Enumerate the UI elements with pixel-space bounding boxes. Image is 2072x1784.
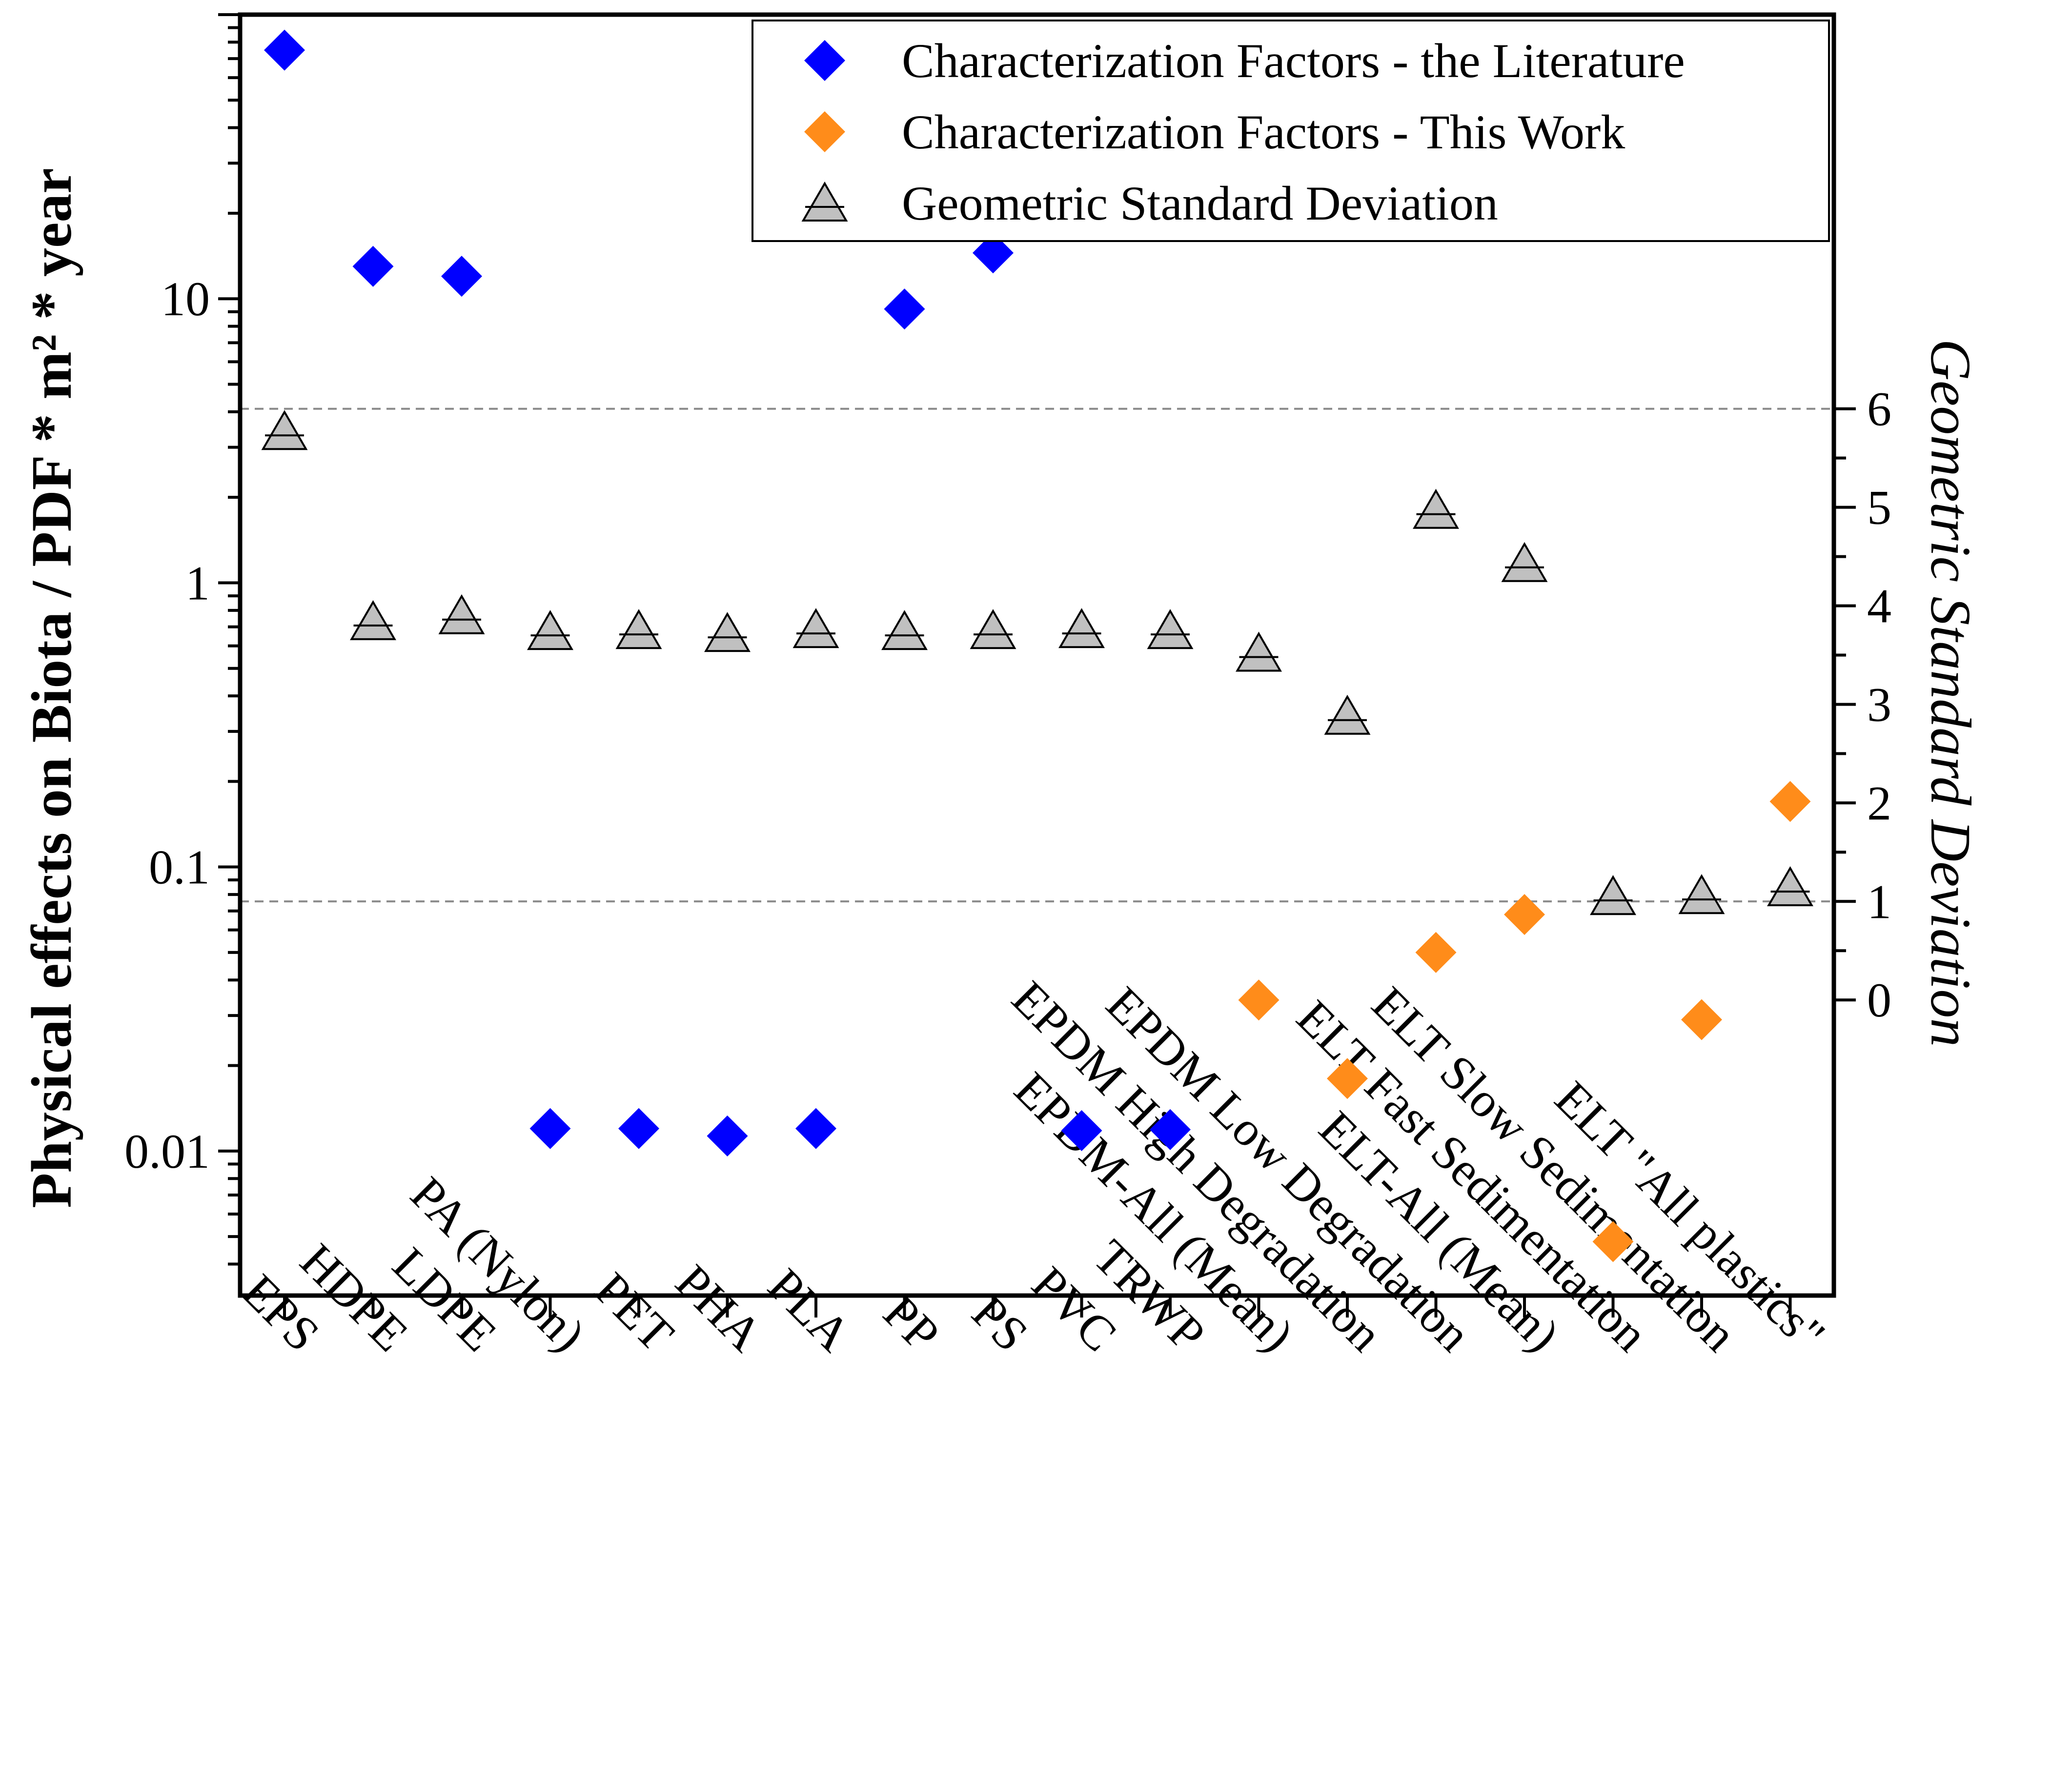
data-point-diamond xyxy=(884,288,925,330)
data-point-triangle xyxy=(704,612,751,652)
data-point-diamond xyxy=(804,111,845,152)
data-point-triangle xyxy=(615,609,662,649)
data-point-triangle xyxy=(1678,874,1725,914)
data-point-diamond xyxy=(1061,1110,1102,1152)
right-tick-label: 1 xyxy=(1867,874,1891,929)
data-point-diamond xyxy=(1592,1221,1634,1262)
data-point-diamond xyxy=(1150,1109,1191,1150)
data-point-diamond xyxy=(1238,979,1280,1021)
right-tick-label: 3 xyxy=(1867,677,1891,731)
left-tick-label: 10 xyxy=(161,272,210,326)
data-point-triangle xyxy=(801,182,848,222)
data-point-triangle xyxy=(438,594,485,634)
data-point-diamond xyxy=(1415,932,1457,973)
series-2 xyxy=(261,410,1813,915)
right-tick-label: 5 xyxy=(1867,481,1891,535)
legend-entry-label: Characterization Factors - This Work xyxy=(902,105,1625,159)
data-point-triangle xyxy=(350,600,396,640)
right-tick-label: 4 xyxy=(1867,579,1891,633)
data-point-triangle xyxy=(1767,866,1813,907)
data-point-diamond xyxy=(618,1108,659,1149)
data-point-triangle xyxy=(881,610,928,650)
right-tick-label: 6 xyxy=(1867,382,1891,436)
data-point-triangle xyxy=(261,410,308,450)
data-point-triangle xyxy=(1413,488,1459,529)
data-marks xyxy=(261,29,1813,1262)
data-point-triangle xyxy=(792,608,839,649)
data-point-diamond xyxy=(1504,894,1545,935)
data-point-triangle xyxy=(527,610,573,650)
legend-entry-label: Characterization Factors - the Literatur… xyxy=(902,34,1685,88)
left-tick-label: 0.1 xyxy=(149,840,210,894)
left-tick-label: 0.01 xyxy=(124,1124,210,1178)
plot-frame xyxy=(238,12,1836,1298)
data-point-diamond xyxy=(795,1108,836,1149)
series-0 xyxy=(264,29,1191,1156)
left-axis-label: Physical effects on Biota / PDF * m² * y… xyxy=(20,168,83,1208)
left-tick-label: 1 xyxy=(185,556,210,610)
series-1 xyxy=(1238,781,1811,1262)
data-point-diamond xyxy=(973,232,1014,274)
data-point-diamond xyxy=(804,40,845,81)
legend-entry-label: Geometric Standard Deviation xyxy=(902,176,1498,230)
data-point-triangle xyxy=(1324,694,1371,735)
right-axis-ticks: 0 1 2 3 4 5 6 xyxy=(1834,382,1891,1027)
data-point-triangle xyxy=(1236,631,1282,672)
data-point-diamond xyxy=(264,29,305,71)
data-point-diamond xyxy=(1327,1058,1368,1099)
legend: Characterization Factors - the Literatur… xyxy=(752,20,1830,242)
legend-box xyxy=(752,20,1830,242)
data-point-diamond xyxy=(441,256,482,297)
right-tick-label: 2 xyxy=(1867,776,1891,830)
data-point-triangle xyxy=(970,609,1016,649)
data-point-triangle xyxy=(1147,609,1194,649)
data-point-triangle xyxy=(1501,542,1548,582)
data-point-triangle xyxy=(1590,875,1636,915)
data-point-diamond xyxy=(1769,781,1811,822)
data-point-diamond xyxy=(529,1108,571,1149)
data-point-diamond xyxy=(707,1115,748,1156)
data-point-diamond xyxy=(1681,999,1722,1040)
right-tick-label: 0 xyxy=(1867,973,1891,1027)
data-point-diamond xyxy=(352,245,394,287)
right-axis-label: Geometric Standard Deviation xyxy=(1919,339,1983,1047)
data-point-triangle xyxy=(1058,608,1105,649)
reference-lines xyxy=(240,407,1834,903)
